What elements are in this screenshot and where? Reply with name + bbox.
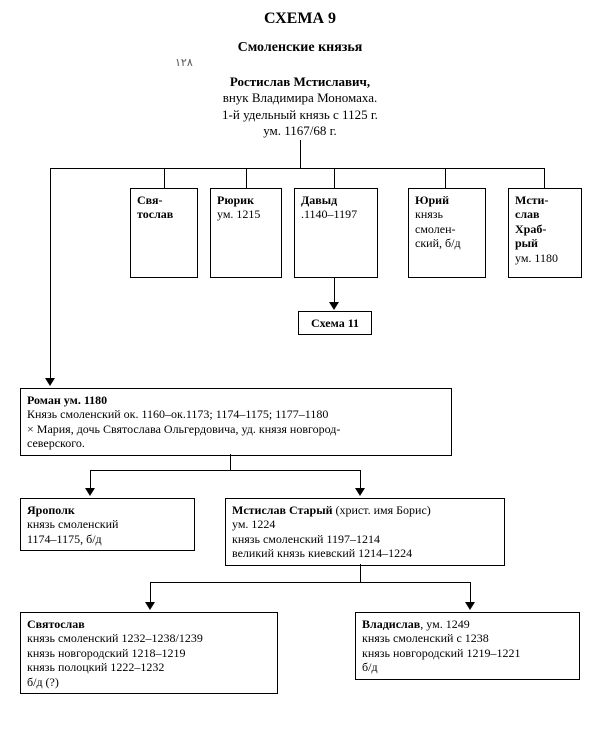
connector (230, 454, 231, 470)
label: тослав (137, 207, 173, 221)
connector (50, 168, 51, 378)
label: ум. 1215 (217, 207, 260, 221)
label: Юрий (415, 193, 449, 207)
label: Ярополк (27, 503, 75, 517)
arrow-icon (85, 488, 95, 496)
genealogy-diagram: СХЕМА 9 Смоленские князья ١٢٨ Ростислав … (0, 0, 600, 746)
connector (164, 168, 165, 188)
label: Роман ум. 1180 (27, 393, 107, 407)
label: .1140–1197 (301, 207, 357, 221)
node-rurik: Рюрик ум. 1215 (210, 188, 282, 278)
connector (50, 168, 544, 169)
arrow-icon (465, 602, 475, 610)
label: рый (515, 236, 538, 250)
node-yaropolk: Ярополк князь смоленский 1174–1175, б/д (20, 498, 195, 551)
label: великий князь киевский 1214–1224 (232, 546, 412, 560)
label: князь смоленский с 1238 (362, 631, 489, 645)
label: северского. (27, 436, 85, 450)
root-desc-3: ум. 1167/68 г. (263, 123, 337, 138)
label: Мсти- (515, 193, 548, 207)
connector (150, 582, 151, 602)
node-davyd: Давыд .1140–1197 (294, 188, 378, 278)
root-prince: Ростислав Мстиславич, внук Владимира Мон… (0, 74, 600, 139)
node-roman: Роман ум. 1180 Князь смоленский ок. 1160… (20, 388, 452, 456)
scheme-title: СХЕМА 9 (0, 10, 600, 28)
node-vladislav: Владислав, ум. 1249 князь смоленский с 1… (355, 612, 580, 680)
label: Свя- (137, 193, 162, 207)
connector (360, 470, 361, 488)
label: Мстислав Старый (232, 503, 333, 517)
arrow-icon (329, 302, 339, 310)
node-svyatoslav-2: Святослав князь смоленский 1232–1238/123… (20, 612, 278, 694)
connector (334, 168, 335, 188)
connector (445, 168, 446, 188)
root-desc-2: 1-й удельный князь с 1125 г. (222, 107, 378, 122)
label: ум. 1180 (515, 251, 558, 265)
node-yuri: Юрий князь смолен- ский, б/д (408, 188, 486, 278)
arrow-icon (145, 602, 155, 610)
connector (334, 278, 335, 302)
label: Храб- (515, 222, 546, 236)
node-mstislav-stary: Мстислав Старый (христ. имя Борис) ум. 1… (225, 498, 505, 566)
connector (544, 168, 545, 188)
connector (300, 140, 301, 168)
label: князь смоленский 1232–1238/1239 (27, 631, 203, 645)
connector (246, 168, 247, 188)
node-mstislav-khrabry: Мсти- слав Храб- рый ум. 1180 (508, 188, 582, 278)
label: б/д (?) (27, 675, 59, 689)
label: князь смоленский 1197–1214 (232, 532, 380, 546)
node-svyatoslav: Свя- тослав (130, 188, 198, 278)
label: б/д (362, 660, 378, 674)
label: 1174–1175, б/д (27, 532, 102, 546)
label: князь новгородский 1219–1221 (362, 646, 520, 660)
connector (360, 564, 361, 582)
label: Рюрик (217, 193, 254, 207)
label: Владислав (362, 617, 420, 631)
schema-ref-11: Схема 11 (298, 311, 372, 335)
scheme-subtitle: Смоленские князья (0, 40, 600, 56)
label: князь (415, 207, 443, 221)
root-desc-1: внук Владимира Мономаха. (223, 90, 378, 105)
label: Давыд (301, 193, 337, 207)
label: × Мария, дочь Святослава Ольгердовича, у… (27, 422, 340, 436)
label: слав (515, 207, 540, 221)
label: ский, б/д (415, 236, 461, 250)
label: Князь смоленский ок. 1160–ок.1173; 1174–… (27, 407, 328, 421)
label: ум. 1224 (232, 517, 275, 531)
label: князь новгородский 1218–1219 (27, 646, 185, 660)
page-annotation: ١٢٨ (175, 56, 193, 69)
arrow-icon (45, 378, 55, 386)
label: Святослав (27, 617, 85, 631)
connector (470, 582, 471, 602)
label: (христ. имя Борис) (333, 503, 431, 517)
connector (150, 582, 470, 583)
connector (90, 470, 360, 471)
arrow-icon (355, 488, 365, 496)
root-name: Ростислав Мстиславич, (230, 74, 370, 89)
label: смолен- (415, 222, 456, 236)
label: князь смоленский (27, 517, 118, 531)
label: Схема 11 (311, 316, 359, 330)
label: князь полоцкий 1222–1232 (27, 660, 164, 674)
label: , ум. 1249 (420, 617, 469, 631)
connector (90, 470, 91, 488)
